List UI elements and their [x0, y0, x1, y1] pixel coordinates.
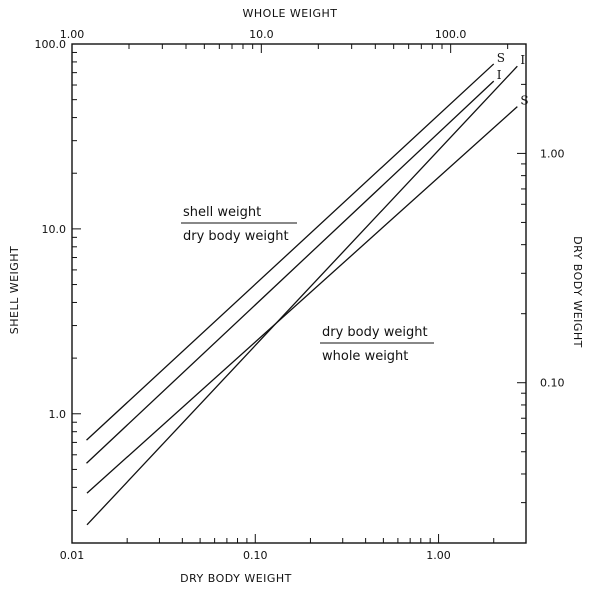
- top-tick-label: 1.00: [60, 28, 85, 41]
- top-tick-label: 100.0: [435, 28, 467, 41]
- left-tick-label: 100.0: [35, 38, 67, 51]
- y-axis-left-title: SHELL WEIGHT: [8, 246, 21, 335]
- bottom-tick-label: 0.01: [60, 549, 85, 562]
- series-line-3: [86, 106, 518, 494]
- annotation-numerator: dry body weight: [322, 325, 428, 340]
- annotation-denominator: whole weight: [322, 349, 408, 364]
- series-lines: [86, 63, 518, 526]
- annotation-dry-over-whole: dry body weight whole weight: [320, 325, 434, 364]
- top-tick-label: 10.0: [249, 28, 274, 41]
- bottom-tick-label: 1.00: [426, 549, 451, 562]
- left-tick-label: 10.0: [42, 223, 67, 236]
- plot-frame: [71, 43, 527, 544]
- annotation-denominator: dry body weight: [183, 229, 289, 244]
- x-axis-bottom-title: DRY BODY WEIGHT: [180, 572, 292, 585]
- series-line-2: [86, 65, 518, 526]
- series-line-0: [86, 63, 495, 441]
- series-end-label: S: [497, 51, 505, 65]
- series-end-label: I: [520, 53, 525, 67]
- x-axis-top-title: WHOLE WEIGHT: [243, 7, 338, 20]
- series-line-1: [86, 80, 495, 464]
- series-end-label: S: [520, 94, 528, 108]
- right-tick-label: 0.10: [540, 377, 565, 390]
- right-tick-label: 1.00: [540, 147, 565, 160]
- annotation-shell-over-dry: shell weight dry body weight: [181, 205, 297, 244]
- y-axis-right-title: DRY BODY WEIGHT: [571, 236, 584, 348]
- left-tick-label: 1.0: [49, 408, 67, 421]
- annotation-numerator: shell weight: [183, 205, 261, 220]
- axis-ticks: [71, 43, 527, 544]
- series-end-label: I: [497, 68, 502, 82]
- tick-labels: 0.01 0.10 1.00 1.00 10.0 100.0 1.0 10.0 100.0 0.1…: [35, 28, 565, 562]
- bottom-tick-label: 0.10: [243, 549, 268, 562]
